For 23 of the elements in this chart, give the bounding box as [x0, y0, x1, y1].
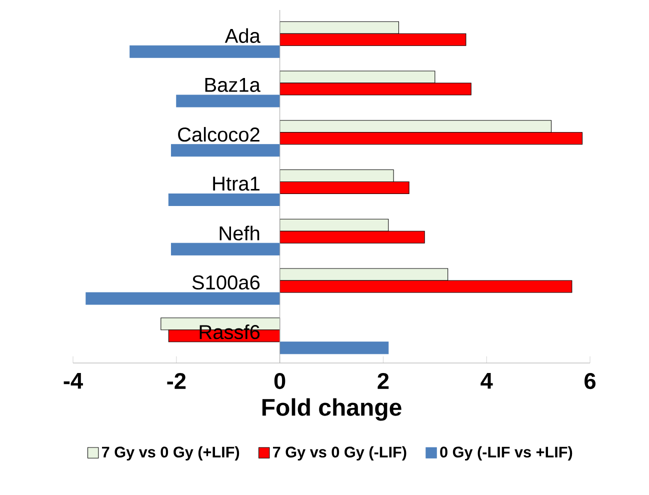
x-tick-label: -2: [167, 373, 186, 389]
bar: [170, 144, 280, 157]
y-tick-label: Htra1: [213, 176, 260, 191]
y-tick-label: Baz1a: [205, 78, 260, 92]
x-axis-title: Fold change: [262, 398, 402, 421]
bar: [280, 342, 389, 354]
x-tick-label: 4: [480, 373, 493, 389]
x-tick-label: 6: [584, 373, 596, 390]
y-tick-label: S100a6: [192, 275, 260, 290]
y-tick-label: Calcoco2: [178, 127, 260, 142]
bar: [86, 292, 280, 305]
bar: [130, 45, 280, 58]
legend-label: 0 Gy (-LIF vs +LIF): [440, 446, 572, 461]
legend-label: 7 Gy vs 0 Gy (-LIF): [273, 446, 406, 461]
x-tick-label: 0: [274, 373, 286, 390]
bar: [170, 242, 280, 256]
y-tick-label: Ada: [224, 28, 260, 43]
x-tick-label: 2: [378, 373, 389, 389]
y-tick-label: Nefh: [220, 226, 260, 240]
bar: [168, 193, 280, 206]
bar: [176, 94, 280, 108]
x-tick-label: -4: [64, 373, 83, 389]
legend-label: 7 Gy vs 0 Gy (+LIF): [102, 446, 240, 461]
